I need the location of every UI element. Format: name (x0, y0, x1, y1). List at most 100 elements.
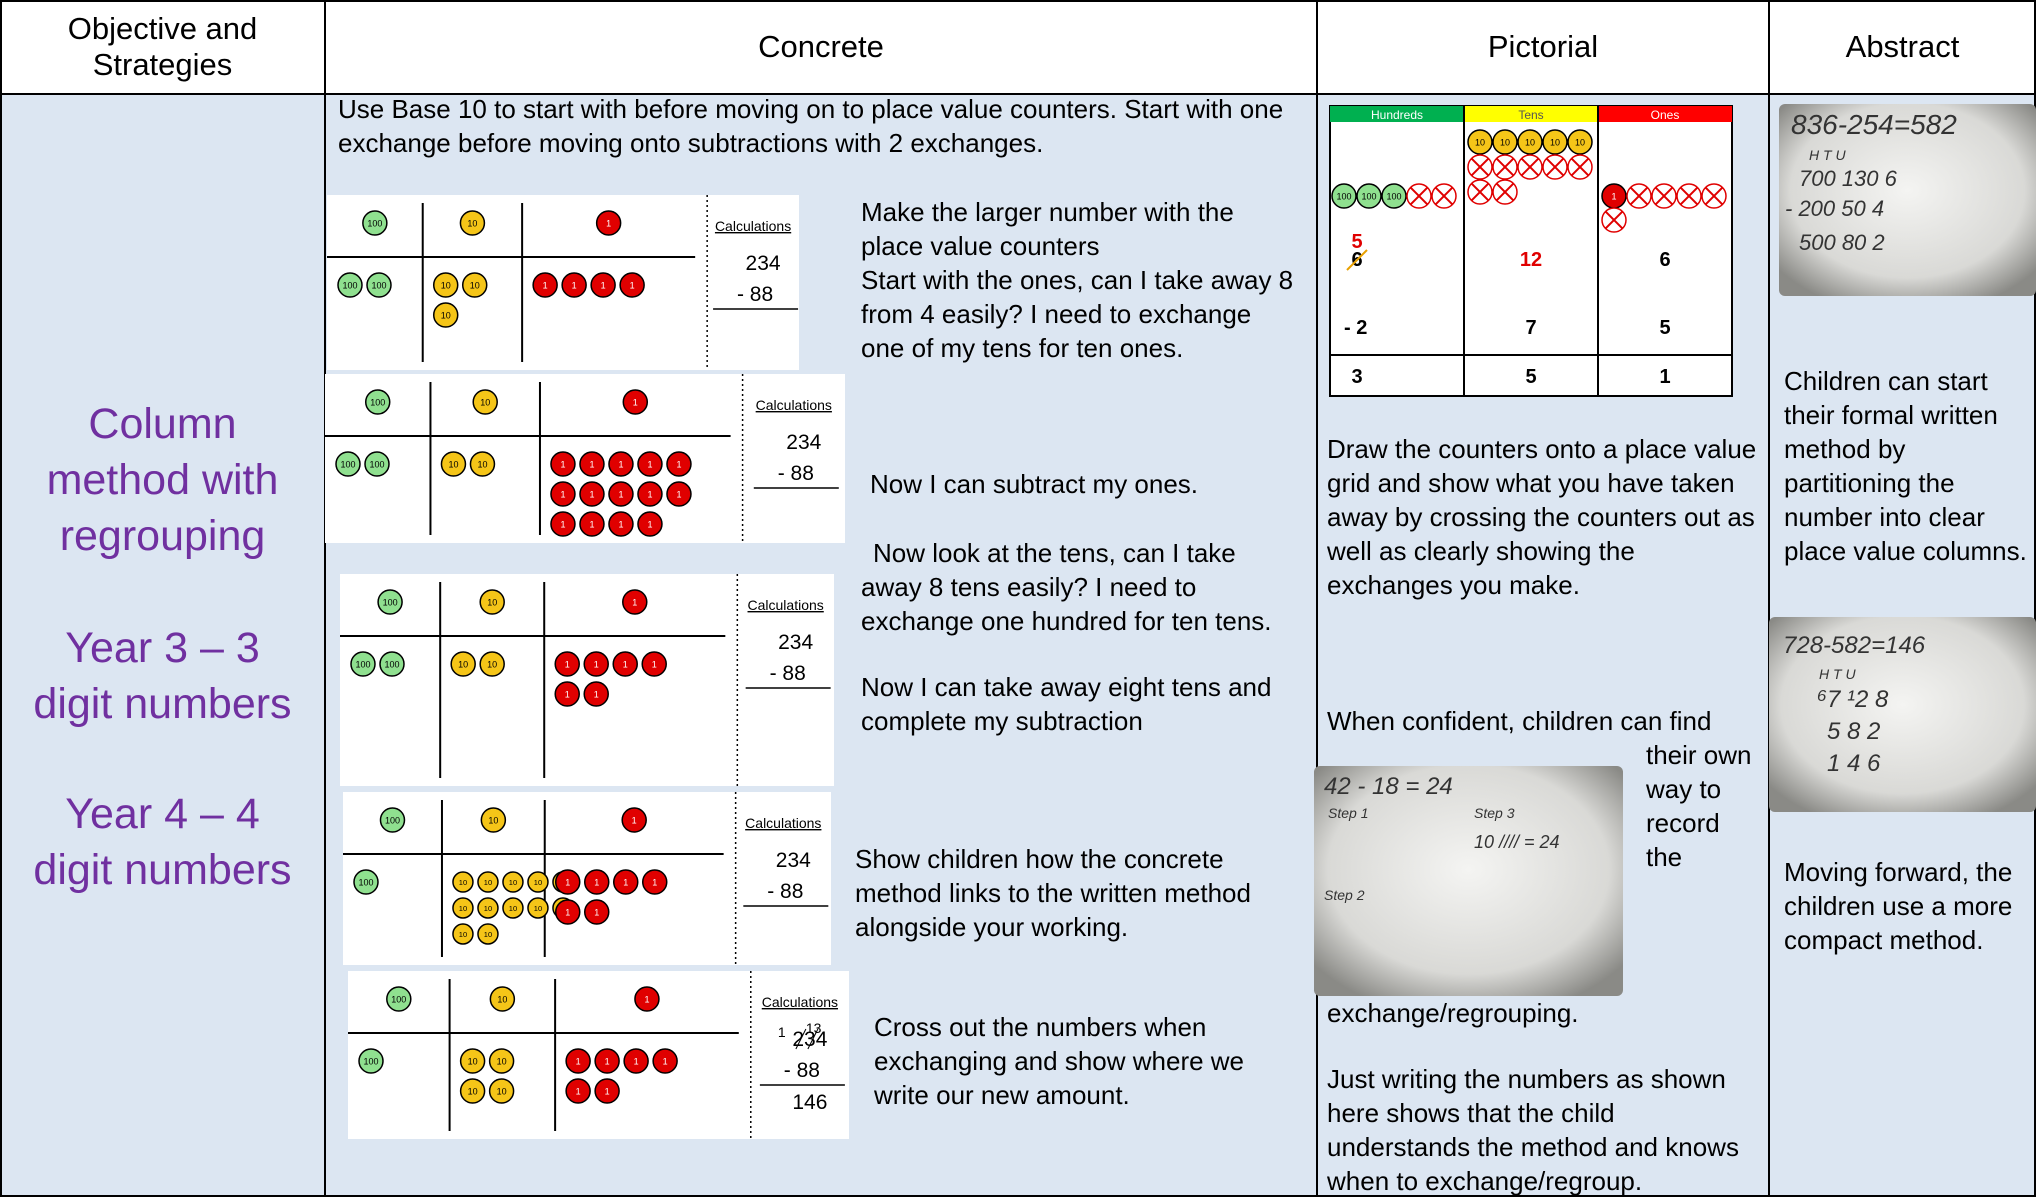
step-text: Now I can take away eight tens and compl… (861, 672, 1272, 736)
pictorial-text: exchange/regrouping. (1327, 998, 1579, 1028)
counter (452, 897, 474, 919)
counter (637, 511, 663, 537)
counter-label: 10 (1525, 138, 1535, 148)
counter-label: 1 (594, 660, 599, 670)
cross (1704, 186, 1724, 206)
counter-label: 1 (594, 878, 599, 888)
objective-year3: Year 3 – 3 digit numbers (33, 624, 292, 728)
counter (469, 451, 496, 477)
counter-label: 100 (385, 816, 400, 826)
place-value-diagram: 100 100 100 10 10 10 1 1 1 1 1 1 1 Calculations 234 - 8… (340, 574, 834, 786)
counter (472, 389, 498, 415)
counter-label: 100 (342, 281, 357, 291)
counter (583, 899, 610, 925)
handwriting: 5 8 2 (1827, 718, 1880, 745)
counter (488, 1078, 515, 1104)
counter (337, 272, 363, 298)
calc-label: Calculations (715, 218, 791, 234)
counter-label: 10 (459, 930, 467, 939)
whiteboard-photo: 836-254=582 H T U 700 130 6 - 200 50 4 500 8… (1779, 104, 2036, 296)
counter-label: 10 (497, 1087, 507, 1097)
calc-label: Calculations (762, 994, 838, 1010)
calc-carry: 1 (778, 1024, 786, 1040)
counter (364, 389, 391, 415)
counter-label: 10 (484, 904, 492, 913)
grid-header-bar (1330, 106, 1464, 122)
counter-label: 1 (618, 460, 623, 470)
grid-number: 3 (1351, 366, 1362, 388)
counter (452, 871, 474, 893)
grid-number: 5 (1525, 366, 1536, 388)
counter-label: 1 (560, 460, 565, 470)
counter-label: 1 (647, 490, 652, 500)
counter (554, 651, 580, 677)
counter-label: 100 (355, 660, 370, 670)
counter-label: 10 (448, 460, 458, 470)
counter (641, 651, 667, 677)
counter (594, 1048, 620, 1074)
counter-label: 1 (647, 520, 652, 530)
counter (459, 1078, 486, 1104)
counter-label: 1 (543, 281, 548, 291)
calc-label: Calculations (745, 815, 821, 831)
counter (527, 897, 549, 919)
grid-header: Hundreds (1371, 108, 1423, 122)
counter-label: 1 (634, 1057, 639, 1067)
counter (1542, 129, 1568, 155)
step-text: Start with the ones, can I take away 8 f… (861, 265, 1294, 363)
counter-label: 1 (663, 1057, 668, 1067)
counter (366, 272, 392, 298)
grid-number: 1 (1659, 366, 1670, 388)
counter (583, 651, 609, 677)
calc-number: 234 (792, 1028, 827, 1051)
counter (502, 871, 524, 893)
handwriting: 728-582=146 (1783, 632, 1926, 659)
pictorial-text: Draw the counters onto a place value gri… (1327, 434, 1757, 600)
counter (432, 272, 459, 298)
counter-label: 100 (384, 660, 399, 670)
counter (554, 899, 581, 925)
counter (1381, 183, 1407, 209)
counter (479, 589, 505, 615)
counter-label: 10 (1550, 138, 1560, 148)
calc-strike (807, 1028, 819, 1050)
counter-label: 10 (441, 311, 451, 321)
cross (1629, 186, 1649, 206)
handwriting: 1 4 6 (1827, 750, 1881, 777)
header-text: Pictorial (1487, 29, 1599, 64)
counter (527, 871, 549, 893)
grid-exchange: 5 (1351, 231, 1362, 253)
counter-label: 1 (565, 660, 570, 670)
handwriting: 500 80 2 (1799, 230, 1885, 255)
pictorial-text: When confident, children can find (1327, 706, 1712, 736)
counter-label: 10 (477, 460, 487, 470)
counter-label: 10 (484, 878, 492, 887)
counter (623, 1048, 649, 1074)
counter (379, 651, 405, 677)
counter-label: 10 (468, 1057, 478, 1067)
counter-label: 10 (484, 930, 492, 939)
calc-number: 234 (786, 431, 821, 454)
counter-label: 1 (560, 520, 565, 530)
abstract-text: Moving forward, the children use a more … (1784, 857, 2013, 955)
counter-label: 1 (589, 490, 594, 500)
counter-label: 10 (480, 398, 490, 408)
header-text: Concrete (758, 29, 884, 64)
counter (353, 869, 379, 895)
counter-label: 10 (488, 816, 498, 826)
counter-label: 10 (497, 995, 507, 1005)
pictorial-text: Just writing the numbers as shown here s… (1327, 1064, 1739, 1196)
calc-number: - 88 (737, 283, 773, 306)
header-cell: Abstract (1769, 0, 2036, 94)
counter-label: 100 (1386, 192, 1401, 202)
objective-title: Column method with regrouping (46, 400, 279, 560)
place-value-diagram: 100 100 100 10 10 10 1 1 1 1 1 1 1 1 1 1 1 1 1 1 1 Calculatio… (325, 374, 845, 543)
counter-label: 1 (676, 490, 681, 500)
counter-label: 1 (594, 908, 599, 918)
counter-label: 1 (632, 816, 637, 826)
counter-label: 1 (605, 1087, 610, 1097)
handwriting: 700 130 6 (1799, 166, 1898, 191)
handwriting: H T U (1809, 147, 1846, 163)
counter-label: 100 (391, 995, 406, 1005)
